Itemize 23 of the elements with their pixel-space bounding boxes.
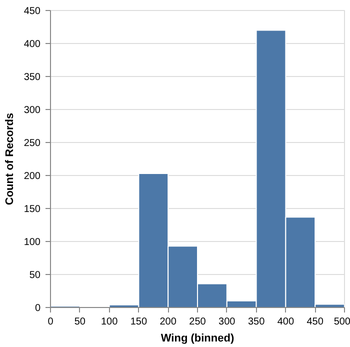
- x-axis-title: Wing (binned): [160, 332, 234, 344]
- y-tick-label: 400: [24, 39, 41, 50]
- x-tick-label: 250: [189, 316, 206, 328]
- y-tick-label: 450: [24, 6, 41, 17]
- x-tick-label: 300: [218, 316, 236, 328]
- x-tick-label: 0: [48, 316, 54, 328]
- y-tick-label: 300: [24, 105, 41, 116]
- y-axis-title: Count of Records: [4, 112, 16, 206]
- y-tick-label: 350: [24, 72, 41, 83]
- x-tick-label: 350: [248, 316, 266, 328]
- x-tick-label: 200: [160, 316, 177, 328]
- y-tick-label: 0: [34, 303, 41, 314]
- x-tick-label: 500: [334, 316, 350, 328]
- y-tick-label: 200: [24, 171, 41, 182]
- x-tick-label: 100: [100, 316, 118, 328]
- y-tick-label: 150: [24, 204, 41, 215]
- x-tick-label: 50: [74, 316, 86, 328]
- x-tick-label: 150: [130, 316, 148, 328]
- y-tick-label: 100: [24, 237, 41, 248]
- y-tick-label: 50: [29, 270, 41, 281]
- y-tick-label: 250: [24, 138, 41, 149]
- x-tick-label: 400: [277, 316, 294, 328]
- x-tick-label: 450: [306, 316, 324, 328]
